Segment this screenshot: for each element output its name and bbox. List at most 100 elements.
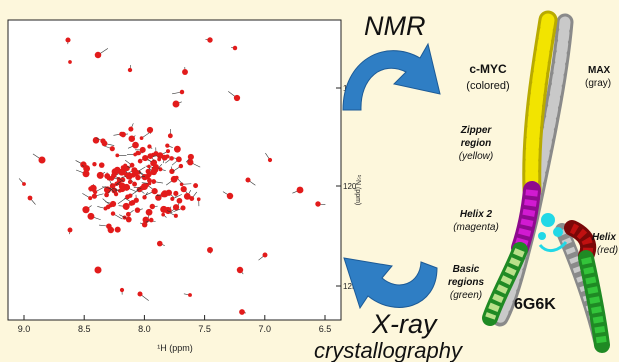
nmr-peak <box>87 212 95 220</box>
nmr-peak <box>176 197 183 204</box>
nmr-peak <box>82 170 90 178</box>
nmr-peak <box>106 223 112 230</box>
nmr-peak <box>113 191 119 197</box>
max-helix <box>491 13 607 347</box>
zipper-title-2: region <box>461 138 492 149</box>
nmr-peak <box>114 166 121 174</box>
nmr-peak <box>175 156 182 163</box>
nmr-peak <box>187 159 194 166</box>
nmr-peak <box>169 156 174 161</box>
nmr-peak <box>147 144 152 149</box>
nmr-peak <box>179 89 185 95</box>
nmr-peak <box>92 137 100 144</box>
zipper-title-1: Zipper <box>460 125 493 136</box>
nmr-peak <box>137 291 143 297</box>
nmr-peak <box>155 194 162 201</box>
nmr-peak <box>173 190 179 197</box>
nmr-peak <box>296 186 304 194</box>
nmr-peak <box>101 140 108 147</box>
nmr-peak <box>179 182 184 187</box>
basic-helix-left <box>482 242 528 326</box>
nmr-peak <box>88 196 93 201</box>
xray-label-line2: crystallography <box>314 338 464 362</box>
nmr-peak <box>187 153 194 161</box>
nmr-peak <box>151 159 158 166</box>
nmr-peak <box>145 168 151 174</box>
nmr-peak <box>128 135 136 142</box>
nmr-peak <box>110 211 116 216</box>
x-tick-label: 8.5 <box>78 324 91 334</box>
nmr-peak <box>147 153 154 159</box>
nmr-peak <box>139 136 144 140</box>
cmyc-title: c-MYC <box>469 62 507 76</box>
nmr-peak <box>132 141 139 149</box>
ligand <box>538 213 568 253</box>
nmr-peak <box>167 133 173 139</box>
nmr-peak <box>189 196 195 201</box>
nmr-curved-arrow <box>342 42 441 111</box>
nmr-spectrum-panel: 9.08.58.07.57.06.5 115120125 ¹H (ppm) ¹⁵… <box>7 19 361 353</box>
nmr-peak <box>165 143 170 148</box>
nmr-peak <box>226 192 234 200</box>
nmr-peak <box>158 167 163 172</box>
nmr-peak <box>109 183 116 189</box>
nmr-peak <box>94 266 102 274</box>
y-tick-label: 125 <box>343 282 357 291</box>
nmr-peak <box>149 203 156 210</box>
zipper-subtitle: (yellow) <box>459 151 493 162</box>
nmr-peak <box>173 145 181 153</box>
nmr-peak <box>123 163 128 168</box>
structure-labels: c-MYC (colored) MAX (gray) Zipper region… <box>448 62 618 313</box>
cmyc-subtitle: (colored) <box>466 80 509 92</box>
nmr-peak <box>173 213 178 218</box>
nmr-peak <box>127 67 133 73</box>
nmr-peak <box>38 156 46 164</box>
nmr-peak <box>160 205 168 213</box>
nmr-peak <box>172 100 180 108</box>
nmr-peak <box>135 174 141 181</box>
y-tick-label: 120 <box>343 182 357 191</box>
nmr-peak <box>125 194 130 200</box>
nmr-peak <box>147 164 151 169</box>
nmr-peak <box>141 221 148 228</box>
nmr-peak <box>169 168 175 175</box>
xray-curved-arrow <box>343 257 438 310</box>
nmr-peak <box>98 162 105 168</box>
nmr-peak <box>142 154 149 162</box>
nmr-peak <box>82 206 90 214</box>
nmr-peak <box>96 171 104 179</box>
nmr-peak <box>92 161 97 167</box>
max-title: MAX <box>588 65 611 76</box>
nmr-peak <box>119 287 125 293</box>
nmr-peak <box>182 69 188 75</box>
nmr-peak <box>129 162 135 168</box>
nmr-peak <box>119 186 126 193</box>
nmr-peak <box>119 131 124 137</box>
nmr-peak <box>65 37 71 43</box>
nmr-peak <box>239 309 245 315</box>
nmr-peak <box>104 192 109 198</box>
nmr-peak <box>156 240 163 247</box>
nmr-peak <box>193 183 199 189</box>
xray-label-line1: X-ray <box>371 309 438 339</box>
nmr-peak <box>136 151 141 156</box>
basic-helix-right <box>578 250 610 353</box>
helix2-title: Helix 2 <box>460 209 493 220</box>
nmr-peak <box>142 195 147 200</box>
nmr-peak <box>134 207 141 213</box>
y-axis-label: ¹⁵N (ppm) <box>354 175 361 206</box>
nmr-peak <box>156 152 164 159</box>
nmr-peak <box>174 175 179 180</box>
nmr-peak <box>67 227 73 233</box>
nmr-peak <box>27 195 33 201</box>
nmr-peak <box>180 186 187 193</box>
nmr-peak <box>161 212 165 217</box>
nmr-peak <box>170 196 175 201</box>
zipper-helix <box>522 10 558 200</box>
nmr-peak <box>236 266 244 274</box>
nmr-peak <box>139 146 146 153</box>
nmr-peak <box>68 60 72 64</box>
helix1-title: Helix <box>592 232 616 243</box>
x-axis-ticks: 9.0 8.5 8.0 7.5 7.0 6.5 <box>18 315 331 334</box>
x-tick-label: 9.0 <box>18 324 31 334</box>
